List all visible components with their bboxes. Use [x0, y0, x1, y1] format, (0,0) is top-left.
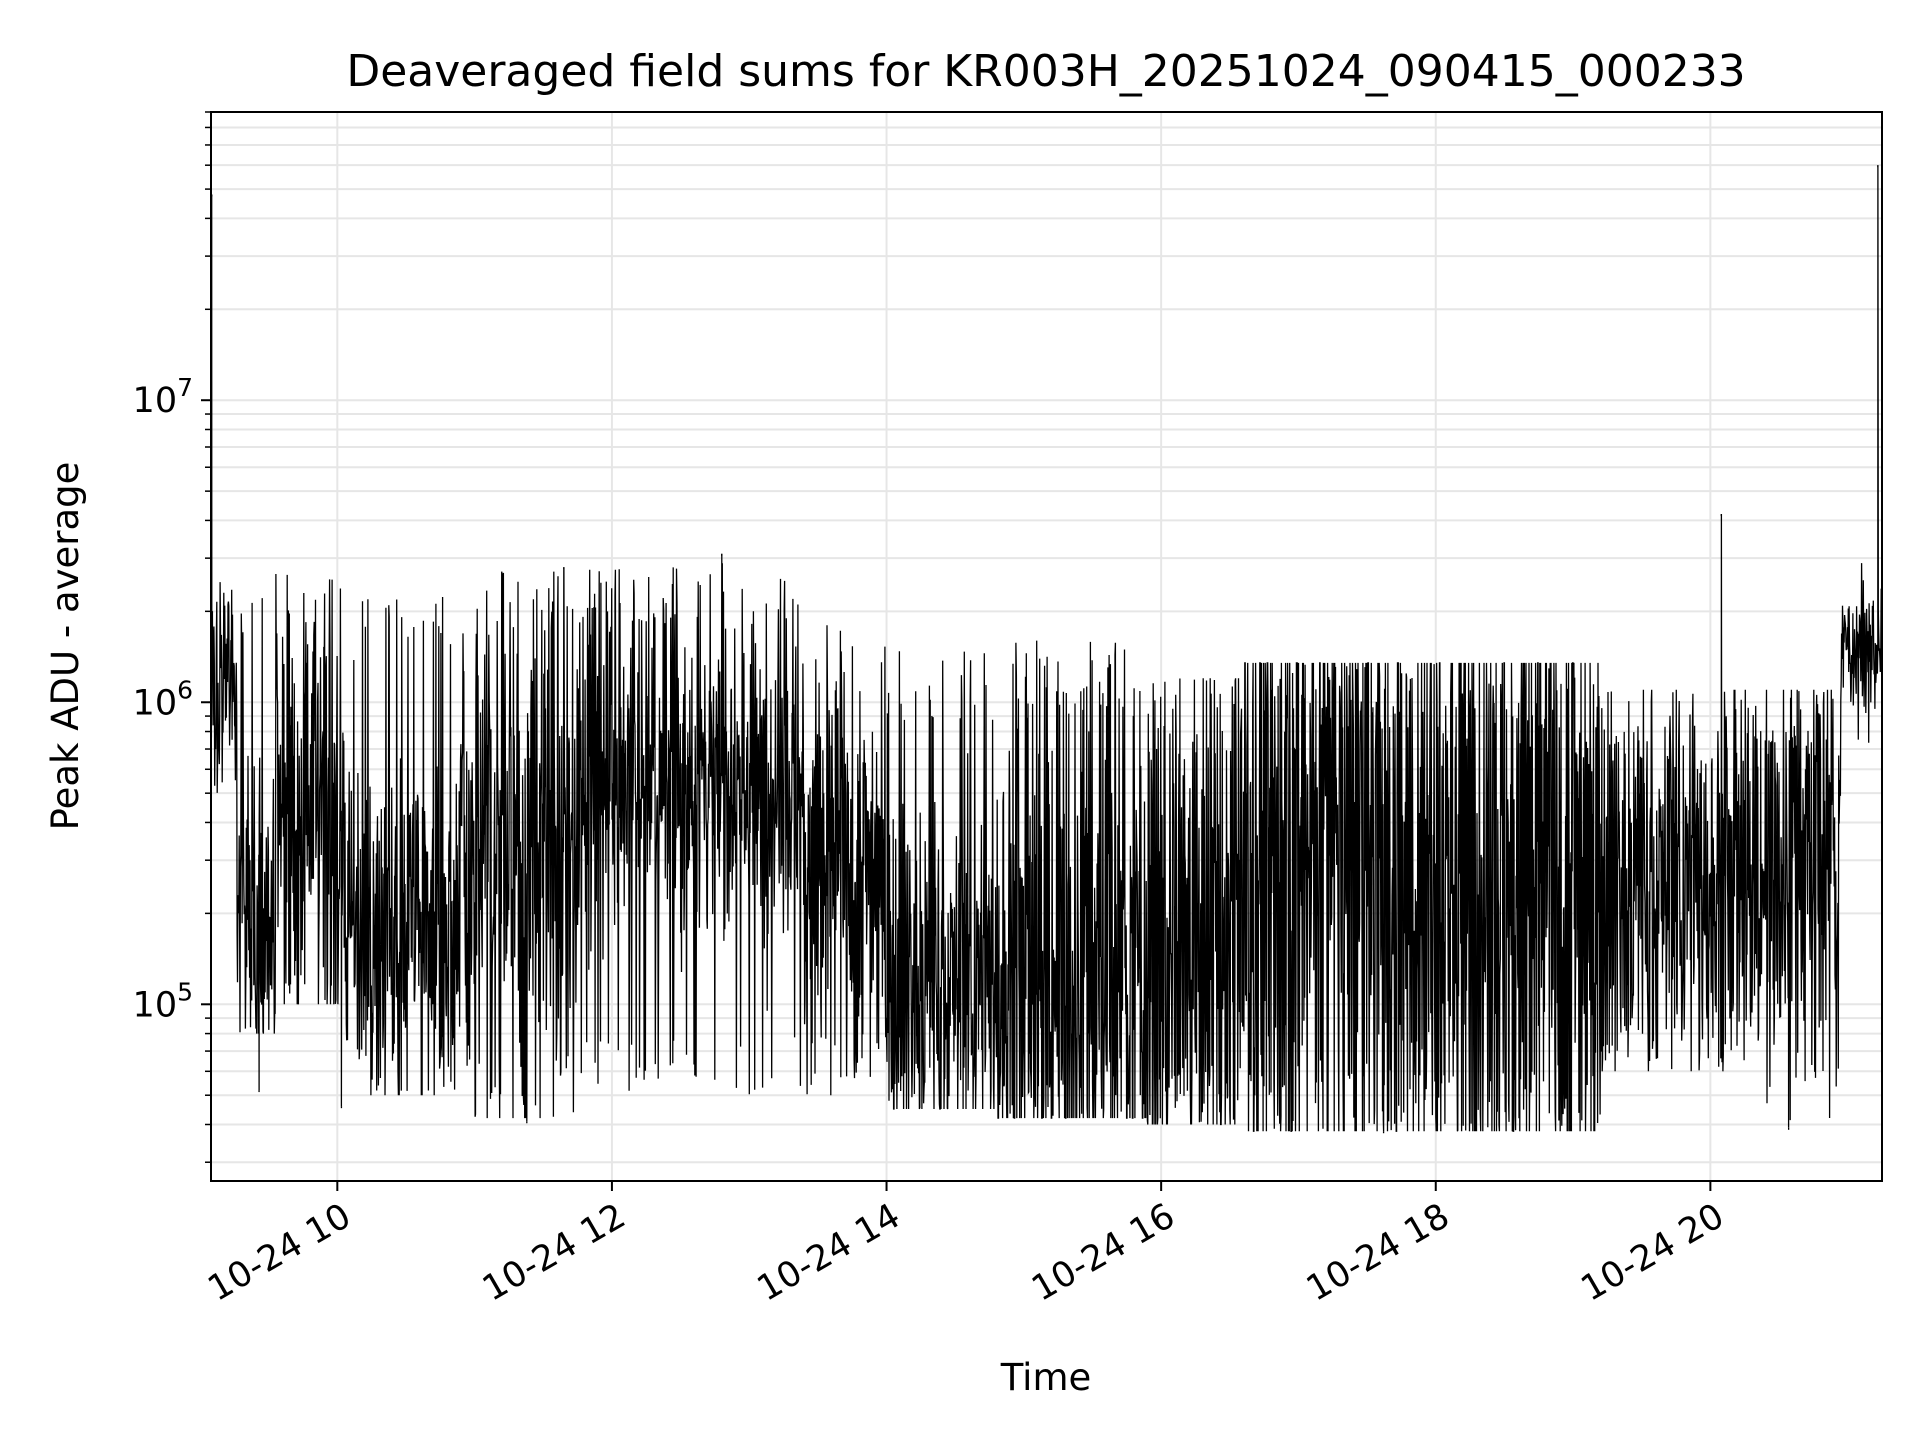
y-axis-label: Peak ADU - average [44, 462, 87, 831]
x-axis-label: Time [1000, 1356, 1092, 1399]
chart-title: Deaveraged field sums for KR003H_2025102… [346, 46, 1745, 97]
plot-frame [210, 111, 1883, 1182]
y-tick-label: 107 [133, 373, 193, 421]
y-tick-label: 105 [133, 977, 193, 1025]
y-tick-label: 106 [133, 675, 193, 723]
series-line [210, 165, 1883, 1132]
